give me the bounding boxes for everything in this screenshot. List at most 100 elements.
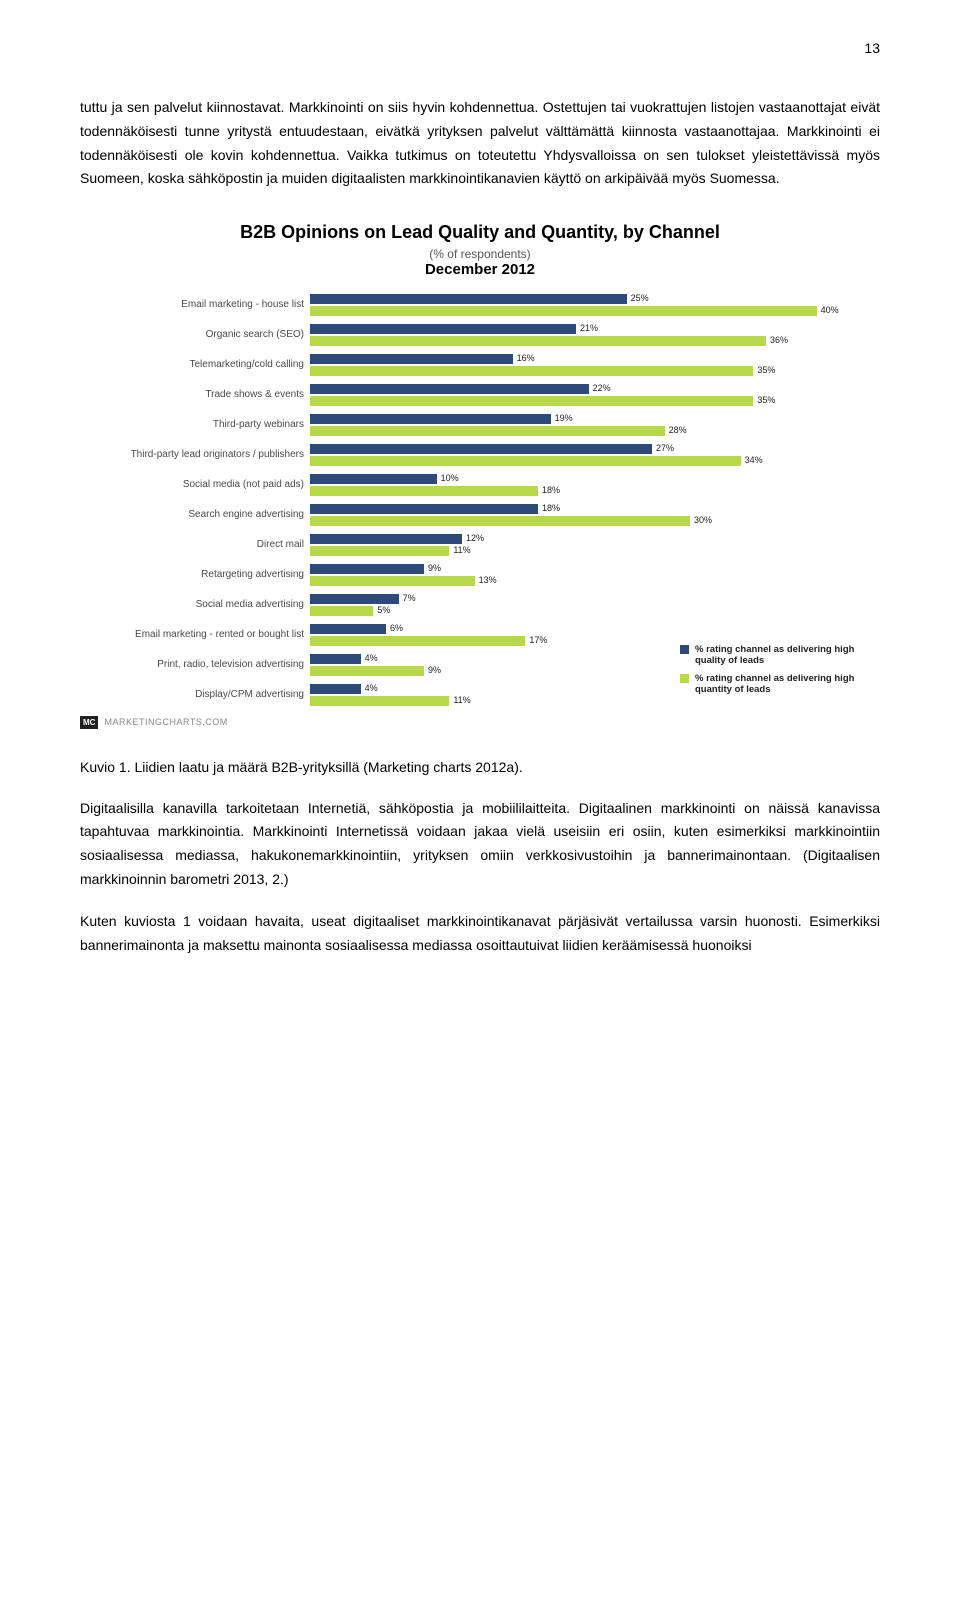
chart-row-label: Social media (not paid ads) <box>80 470 310 500</box>
bar-quality-value: 19% <box>555 413 573 423</box>
bar-quantity-value: 40% <box>821 305 839 315</box>
bar-quantity-value: 17% <box>529 635 547 645</box>
chart-footer: MC MARKETINGCHARTS.COM <box>80 716 880 729</box>
bar-quality-value: 4% <box>365 683 378 693</box>
bar-quantity-value: 34% <box>745 455 763 465</box>
bar-quality: 7% <box>310 594 399 604</box>
chart-container: B2B Opinions on Lead Quality and Quantit… <box>80 221 880 728</box>
bar-quantity-value: 11% <box>453 545 470 555</box>
bar-quantity: 36% <box>310 336 766 346</box>
bar-quantity: 35% <box>310 366 753 376</box>
bar-quality-value: 9% <box>428 563 441 573</box>
chart-row: 9% 13% <box>310 560 880 590</box>
bar-quality: 4% <box>310 684 361 694</box>
paragraph-1: tuttu ja sen palvelut kiinnostavat. Mark… <box>80 96 880 191</box>
legend-quality: % rating channel as delivering high qual… <box>680 644 880 667</box>
chart-row-label: Print, radio, television advertising <box>80 650 310 680</box>
chart-row-label: Direct mail <box>80 530 310 560</box>
bar-quantity-value: 36% <box>770 335 788 345</box>
bar-quality-value: 7% <box>403 593 416 603</box>
figure-caption: Kuvio 1. Liidien laatu ja määrä B2B-yrit… <box>80 759 880 775</box>
legend-quantity: % rating channel as delivering high quan… <box>680 673 880 696</box>
bar-quantity-value: 9% <box>428 665 441 675</box>
bar-quality: 12% <box>310 534 462 544</box>
chart-row-label: Search engine advertising <box>80 500 310 530</box>
bar-quality-value: 16% <box>517 353 535 363</box>
chart-title: B2B Opinions on Lead Quality and Quantit… <box>80 221 880 244</box>
bar-quantity-value: 18% <box>542 485 560 495</box>
bar-quality-value: 10% <box>441 473 459 483</box>
legend-quality-text: % rating channel as delivering high qual… <box>695 644 880 667</box>
bar-quality: 21% <box>310 324 576 334</box>
chart-row-label: Third-party webinars <box>80 410 310 440</box>
page-number: 13 <box>80 40 880 56</box>
chart-date: December 2012 <box>80 261 880 278</box>
chart-row-label: Trade shows & events <box>80 380 310 410</box>
bar-quality: 18% <box>310 504 538 514</box>
legend-swatch-quantity <box>680 674 689 683</box>
paragraph-2: Digitaalisilla kanavilla tarkoitetaan In… <box>80 797 880 892</box>
mc-footer-text: MARKETINGCHARTS.COM <box>104 717 227 727</box>
chart-row-label: Display/CPM advertising <box>80 680 310 710</box>
bar-quality-value: 6% <box>390 623 403 633</box>
bar-quality: 25% <box>310 294 627 304</box>
chart-row: 21% 36% <box>310 320 880 350</box>
legend-quantity-text: % rating channel as delivering high quan… <box>695 673 880 696</box>
bar-quality: 9% <box>310 564 424 574</box>
chart-row: 7%5% <box>310 590 880 620</box>
bar-quantity: 17% <box>310 636 525 646</box>
bar-quality-value: 12% <box>466 533 484 543</box>
chart-row-label: Email marketing - house list <box>80 290 310 320</box>
paragraph-3: Kuten kuviosta 1 voidaan havaita, useat … <box>80 910 880 958</box>
chart-row-label: Third-party lead originators / publisher… <box>80 440 310 470</box>
bar-quantity-value: 11% <box>453 695 470 705</box>
chart-row-label: Organic search (SEO) <box>80 320 310 350</box>
chart-row-label: Email marketing - rented or bought list <box>80 620 310 650</box>
bar-quantity: 11% <box>310 696 449 706</box>
bar-quantity: 13% <box>310 576 475 586</box>
chart-row: 22% 35% <box>310 380 880 410</box>
bar-quantity-value: 35% <box>757 395 775 405</box>
legend-swatch-quality <box>680 645 689 654</box>
chart-row-label: Retargeting advertising <box>80 560 310 590</box>
mc-logo: MC <box>80 716 98 729</box>
chart-body: Email marketing - house listOrganic sear… <box>80 290 880 710</box>
bar-quality: 4% <box>310 654 361 664</box>
chart-row: 16% 35% <box>310 350 880 380</box>
bar-quantity: 28% <box>310 426 665 436</box>
bar-quantity-value: 30% <box>694 515 712 525</box>
bar-quantity: 34% <box>310 456 741 466</box>
chart-legend: % rating channel as delivering high qual… <box>680 644 880 702</box>
bar-quality-value: 27% <box>656 443 674 453</box>
bar-quantity-value: 28% <box>669 425 687 435</box>
bar-quantity: 9% <box>310 666 424 676</box>
bar-quality: 27% <box>310 444 652 454</box>
bar-quality: 10% <box>310 474 437 484</box>
bar-quality-value: 22% <box>593 383 611 393</box>
chart-subtitle: (% of respondents) <box>80 247 880 261</box>
bar-quantity: 30% <box>310 516 690 526</box>
chart-row-label: Social media advertising <box>80 590 310 620</box>
bar-quality: 6% <box>310 624 386 634</box>
chart-row: 19% 28% <box>310 410 880 440</box>
bar-quantity-value: 35% <box>757 365 775 375</box>
bar-quality: 19% <box>310 414 551 424</box>
chart-row: 25% 40% <box>310 290 880 320</box>
bar-quantity: 35% <box>310 396 753 406</box>
bar-quantity: 40% <box>310 306 817 316</box>
bar-quality-value: 21% <box>580 323 598 333</box>
chart-row-label: Telemarketing/cold calling <box>80 350 310 380</box>
bar-quantity-value: 13% <box>479 575 497 585</box>
bar-quantity: 18% <box>310 486 538 496</box>
chart-row: 10% 18% <box>310 470 880 500</box>
bar-quantity: 11% <box>310 546 449 556</box>
bar-quality-value: 4% <box>365 653 378 663</box>
chart-row: 27% 34% <box>310 440 880 470</box>
bar-quality: 16% <box>310 354 513 364</box>
chart-row: 18% 30% <box>310 500 880 530</box>
bar-quality: 22% <box>310 384 589 394</box>
bar-quantity-value: 5% <box>377 605 390 615</box>
bar-quality-value: 25% <box>631 293 649 303</box>
bar-quantity: 5% <box>310 606 373 616</box>
chart-row: 12%11% <box>310 530 880 560</box>
